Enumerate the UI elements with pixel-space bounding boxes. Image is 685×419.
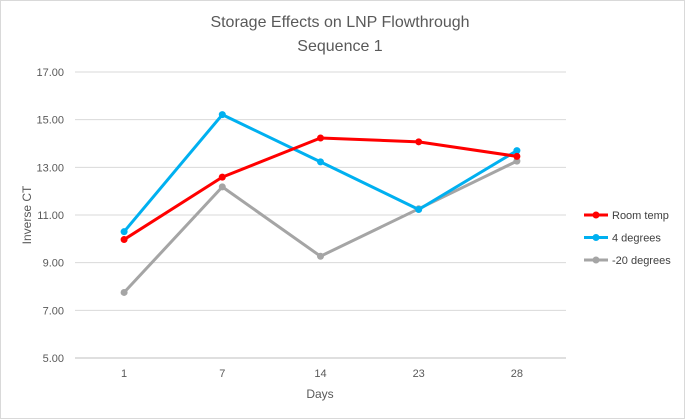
y-axis-label: Inverse CT: [20, 185, 34, 244]
x-tick-label: 28: [511, 368, 523, 380]
x-tick-label: 7: [219, 368, 225, 380]
y-tick-label: 11.00: [37, 210, 64, 222]
data-point-20-degrees: [120, 288, 128, 296]
data-point-room-temp: [415, 138, 423, 146]
series-line-20-degrees: [123, 159, 518, 294]
y-tick-label: 5.00: [43, 353, 64, 365]
x-tick-label: 1: [121, 368, 127, 380]
data-point-room-temp: [317, 134, 324, 142]
data-point-4-degrees: [120, 228, 128, 236]
legend-label-4-degrees: 4 degrees: [612, 233, 661, 245]
legend-label-20-degrees: -20 degrees: [612, 255, 671, 267]
data-point-20-degrees: [317, 252, 324, 260]
data-point-4-degrees: [513, 147, 521, 155]
x-tick-label: 23: [413, 368, 425, 380]
data-point-20-degrees: [218, 183, 226, 191]
y-tick-label: 15.00: [36, 115, 64, 127]
data-point-4-degrees: [317, 158, 324, 166]
data-point-room-temp: [218, 173, 226, 181]
y-tick-label: 17.00: [36, 67, 64, 79]
legend-marker-4-degrees: [592, 234, 600, 241]
x-axis-label: Days: [306, 387, 333, 401]
chart-title: Storage Effects on LNP Flowthrough: [210, 14, 469, 31]
data-point-room-temp: [513, 152, 521, 160]
data-point-room-temp: [120, 236, 128, 244]
data-point-4-degrees: [218, 111, 226, 119]
legend-marker-room-temp: [592, 211, 600, 219]
y-tick-label: 7.00: [43, 305, 64, 317]
y-tick-label: 13.00: [36, 162, 64, 174]
data-point-4-degrees: [415, 206, 423, 214]
chart-subtitle: Sequence 1: [297, 38, 383, 55]
y-tick-label: 9.00: [43, 258, 64, 270]
series-line-4-degrees: [122, 113, 518, 233]
legend-marker-20-degrees: [592, 256, 600, 264]
legend-label-room-temp: Room temp: [612, 210, 669, 222]
x-tick-label: 14: [314, 368, 326, 380]
